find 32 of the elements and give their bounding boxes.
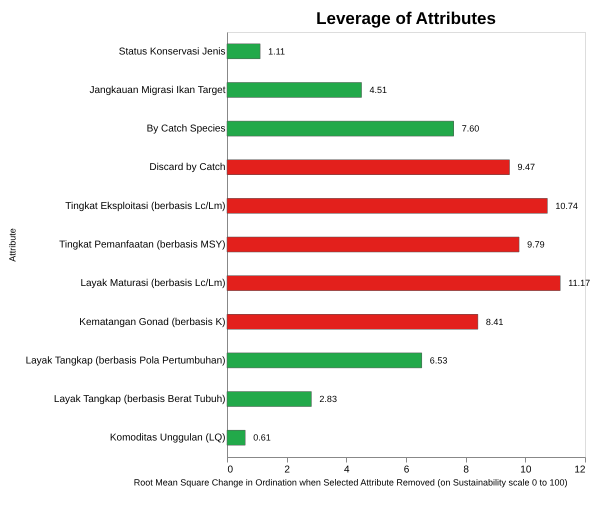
- x-tick-label: 4: [344, 464, 350, 476]
- data-label: 11.17: [568, 278, 590, 288]
- x-tick-label: 12: [574, 464, 586, 476]
- y-tick-label: Discard by Catch: [149, 162, 226, 174]
- data-label: 1.11: [268, 46, 285, 56]
- y-tick-label: Layak Maturasi (berbasis Lc/Lm): [80, 278, 226, 290]
- data-label: 2.83: [319, 394, 337, 404]
- y-tick-label: Jangkauan Migrasi Ikan Target: [89, 84, 226, 96]
- data-label: 6.53: [430, 355, 448, 366]
- data-label: 9.47: [518, 162, 536, 172]
- y-tick-label: Komoditas Unggulan (LQ): [110, 432, 226, 444]
- x-tick-label: 8: [463, 464, 470, 476]
- data-label: 8.41: [486, 316, 504, 327]
- data-label: 4.51: [370, 84, 388, 95]
- data-label: 0.61: [253, 432, 271, 443]
- chart-title: Leverage of Attributes: [316, 9, 496, 28]
- y-tick-label: Kematangan Gonad (berbasis K): [79, 316, 226, 328]
- x-tick-label: 2: [284, 464, 290, 476]
- x-tick-label: 0: [228, 464, 234, 476]
- y-tick-label: By Catch Species: [146, 124, 226, 135]
- y-axis-title: Attribute: [8, 228, 18, 262]
- y-tick-label: Layak Tangkap (berbasis Berat Tubuh): [54, 394, 226, 406]
- data-label: 9.79: [527, 240, 545, 250]
- y-tick-label: Tingkat Eksploitasi (berbasis Lc/Lm): [65, 200, 226, 212]
- y-tick-label: Tingkat Pemanfaatan (berbasis MSY): [59, 240, 226, 250]
- y-tick-label: Layak Tangkap (berbasis Pola Pertumbuhan): [26, 355, 226, 366]
- x-axis-title: Root Mean Square Change in Ordination when Selected Attribute Removed (on Sustainability scale 0 to 100): [134, 478, 568, 488]
- y-tick-label: Status Konservasi Jenis: [118, 46, 226, 58]
- data-label: 7.60: [462, 124, 480, 134]
- x-tick-label: 6: [404, 464, 410, 476]
- data-label: 10.74: [555, 200, 578, 211]
- x-tick-label: 10: [520, 464, 532, 476]
